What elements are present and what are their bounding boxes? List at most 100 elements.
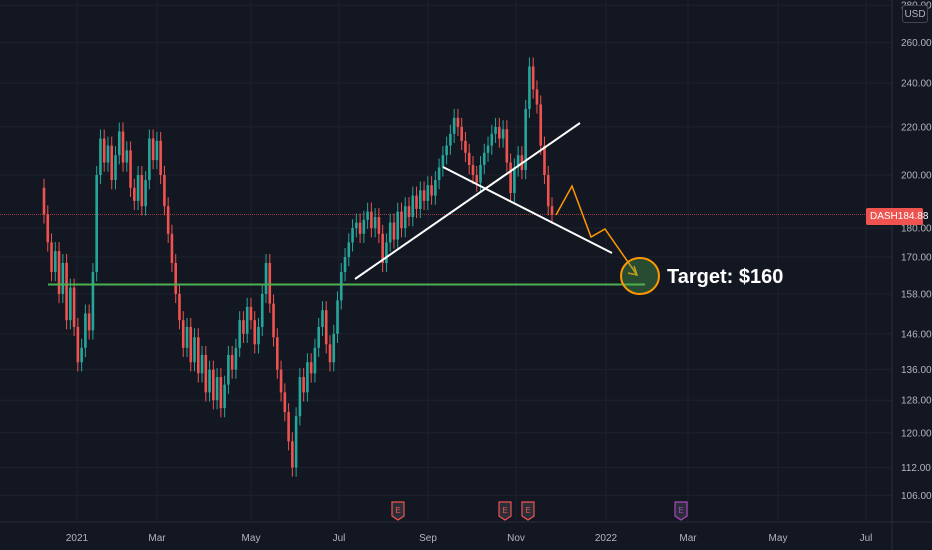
candle-body bbox=[505, 129, 509, 163]
projection-path bbox=[555, 184, 638, 276]
candle-body bbox=[422, 190, 426, 201]
candle-body bbox=[317, 326, 320, 348]
candle-body bbox=[430, 185, 433, 196]
candle-body bbox=[200, 354, 204, 374]
candle-body bbox=[212, 369, 215, 401]
candle-body bbox=[306, 362, 309, 393]
candle-body bbox=[482, 152, 486, 166]
candle-body bbox=[460, 126, 463, 141]
earnings-marker-shape bbox=[391, 501, 405, 521]
candle-body bbox=[253, 320, 257, 345]
earnings-marker-label: E bbox=[525, 506, 530, 515]
candle-body bbox=[366, 211, 369, 220]
y-tick-label: 260.00 bbox=[901, 38, 932, 49]
candle-body bbox=[294, 416, 298, 468]
candle-body bbox=[328, 344, 332, 363]
y-tick-label: 128.00 bbox=[901, 396, 932, 407]
candle-body bbox=[215, 377, 219, 401]
y-tick-label: 220.00 bbox=[901, 122, 932, 133]
candle-body bbox=[114, 155, 117, 181]
candle-body bbox=[69, 287, 72, 321]
symbol-label: DASH bbox=[870, 211, 898, 222]
y-tick-label: 120.00 bbox=[901, 428, 932, 439]
candle-body bbox=[99, 138, 102, 175]
candle-body bbox=[490, 133, 494, 146]
candle-body bbox=[151, 138, 155, 161]
candle-body bbox=[166, 206, 170, 234]
candle-body bbox=[445, 145, 448, 156]
candle-body bbox=[539, 104, 543, 146]
candle-body bbox=[65, 262, 68, 321]
candle-body bbox=[388, 222, 392, 243]
candle-body bbox=[291, 441, 294, 468]
candle-body bbox=[441, 155, 445, 168]
candle-body bbox=[87, 313, 91, 331]
candle-body bbox=[524, 108, 527, 170]
candle-body bbox=[343, 257, 347, 273]
candle-body bbox=[46, 214, 50, 243]
earnings-marker-label: E bbox=[502, 506, 507, 515]
y-tick-label: 200.00 bbox=[901, 171, 932, 182]
candle-body bbox=[309, 362, 313, 374]
candle-body bbox=[370, 211, 373, 229]
candle-body bbox=[61, 262, 65, 294]
candle-body bbox=[272, 303, 275, 338]
y-tick-label: 240.00 bbox=[901, 79, 932, 90]
candle-body bbox=[302, 377, 305, 393]
candle-body bbox=[381, 233, 384, 263]
projection-arrowhead bbox=[627, 265, 639, 277]
candle-body bbox=[467, 152, 471, 166]
y-tick-label: 170.00 bbox=[901, 253, 932, 264]
candle-body bbox=[140, 175, 144, 207]
candle-body bbox=[223, 384, 226, 409]
candle-body bbox=[163, 175, 166, 207]
candle-body bbox=[245, 306, 249, 334]
candle-body bbox=[121, 131, 125, 163]
candle-body bbox=[155, 140, 159, 161]
last-price-tag: DASH 184.88 bbox=[866, 208, 928, 225]
candle-body bbox=[298, 377, 302, 417]
target-annotation: Target: $160 bbox=[667, 266, 784, 288]
earnings-marker-label: E bbox=[395, 506, 400, 515]
currency-button[interactable]: USD bbox=[902, 5, 928, 23]
candle-body bbox=[494, 126, 497, 134]
candle-body bbox=[550, 206, 554, 215]
x-tick-label: 2021 bbox=[66, 533, 89, 544]
candle-body bbox=[287, 412, 290, 442]
candle-body bbox=[174, 262, 178, 294]
candle-body bbox=[415, 195, 418, 209]
candle-body bbox=[396, 211, 400, 240]
candle-body bbox=[355, 222, 358, 229]
candle-body bbox=[279, 369, 283, 393]
candle-body bbox=[276, 337, 279, 370]
candle-body bbox=[403, 206, 407, 229]
candle-body bbox=[242, 320, 245, 334]
candle-body bbox=[498, 126, 501, 139]
candle-body bbox=[125, 150, 129, 163]
candle-body bbox=[456, 117, 460, 127]
candle-body bbox=[159, 140, 162, 175]
candle-body bbox=[434, 180, 437, 196]
candle-body bbox=[449, 133, 452, 146]
y-tick-label: 180.00 bbox=[901, 224, 932, 235]
candle-body bbox=[339, 272, 343, 301]
candle-body bbox=[178, 293, 181, 321]
last-price-value: 184.88 bbox=[897, 211, 929, 222]
candle-body bbox=[385, 242, 388, 263]
candle-body bbox=[513, 167, 516, 193]
x-tick-label: Sep bbox=[419, 533, 437, 544]
candle-body bbox=[535, 89, 539, 105]
candle-body bbox=[208, 369, 211, 393]
candle-body bbox=[516, 155, 520, 168]
candle-body bbox=[57, 251, 61, 294]
candle-body bbox=[234, 347, 238, 370]
candle-body bbox=[546, 175, 550, 207]
x-tick-label: Nov bbox=[507, 533, 525, 544]
candle-body bbox=[479, 165, 482, 183]
candle-body bbox=[148, 138, 151, 181]
earnings-marker: E bbox=[498, 501, 512, 521]
candle-body bbox=[377, 217, 381, 234]
candle-body bbox=[170, 233, 174, 263]
candle-body bbox=[204, 354, 208, 393]
